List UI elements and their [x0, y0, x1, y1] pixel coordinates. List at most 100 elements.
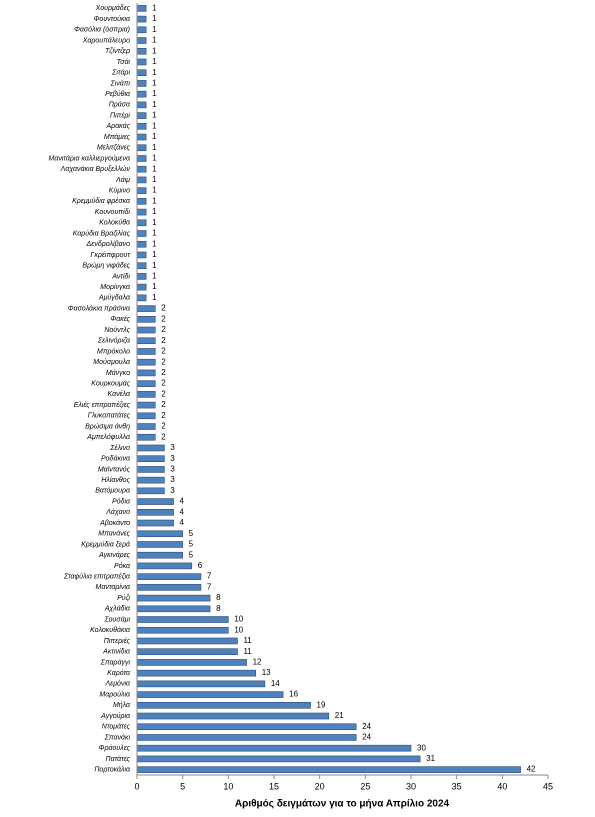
x-tick-label: 45	[543, 781, 553, 791]
bar	[136, 283, 147, 291]
y-tick-label: Φουντούκια	[94, 15, 131, 23]
value-label: 3	[170, 486, 175, 495]
x-axis-title: Αριθμός δειγμάτων για το μήνα Απρίλιο 20…	[235, 799, 450, 810]
value-label: 24	[362, 722, 371, 731]
bar	[136, 326, 156, 334]
y-tick-label: Σελινόριζα	[97, 337, 131, 345]
y-tick-label: Βατόμουρα	[95, 487, 131, 495]
value-label: 1	[152, 25, 157, 34]
value-label: 8	[216, 593, 221, 602]
value-label: 1	[152, 79, 157, 88]
value-label: 42	[527, 765, 536, 774]
y-tick-label: Μπρόκολο	[97, 347, 130, 355]
bar	[136, 509, 174, 516]
bar	[136, 305, 156, 312]
y-tick-label: Μανιτάρια καλλιεργούμενα	[49, 154, 131, 162]
value-label: 2	[161, 357, 166, 366]
y-tick-label: Χαρουπάλευρο	[82, 36, 130, 44]
y-tick-label: Καρύδια Βραζιλίας	[73, 229, 131, 237]
bar	[136, 316, 156, 323]
value-label: 3	[170, 454, 175, 463]
value-label: 2	[161, 336, 166, 345]
y-tick-label: Μαϊντανός	[98, 465, 131, 473]
bar	[136, 648, 238, 655]
bar	[136, 155, 147, 162]
value-label: 8	[216, 604, 221, 613]
value-label: 10	[234, 615, 243, 624]
value-label: 16	[289, 690, 298, 699]
y-tick-label: Ρεβύθια	[105, 90, 131, 98]
value-label: 7	[207, 582, 212, 591]
value-label: 1	[152, 282, 157, 291]
y-tick-label: Σουσάμι	[103, 615, 130, 623]
y-tick-label: Σιτάρι	[111, 69, 130, 77]
value-label: 2	[161, 432, 166, 441]
value-label: 1	[152, 121, 157, 130]
bar	[136, 744, 412, 752]
bar	[136, 455, 165, 462]
y-tick-label: Κουνουπίδι	[95, 208, 131, 216]
value-label: 24	[362, 733, 371, 742]
y-tick-label: Κολοκύθα	[99, 219, 131, 227]
bar	[136, 251, 147, 259]
y-tick-label: Τζίντζερ	[105, 47, 130, 55]
y-tick-label: Αχλάδια	[104, 605, 131, 613]
bar	[136, 712, 330, 720]
bar	[136, 541, 183, 548]
value-label: 2	[161, 400, 166, 409]
bar	[136, 444, 165, 452]
bar	[136, 401, 156, 409]
value-label: 1	[152, 186, 157, 195]
y-tick-label: Δενδρολίβανο	[86, 240, 131, 248]
bar	[136, 691, 284, 698]
bar	[136, 423, 156, 430]
y-tick-label: Μελιτζάνες	[97, 144, 131, 152]
bar	[136, 369, 156, 377]
y-tick-label: Μπάμιες	[104, 133, 131, 141]
bar	[136, 112, 147, 119]
bar	[136, 573, 202, 580]
y-tick-label: Αμύγδαλα	[98, 294, 131, 302]
x-tick-label: 25	[360, 781, 370, 791]
y-tick-label: Χουρμάδες	[95, 4, 131, 12]
bar	[136, 605, 211, 613]
y-tick-label: Ρόδια	[112, 497, 131, 505]
y-tick-label: Βρώσιμα άνθη	[85, 422, 130, 430]
y-tick-label: Νούντλς	[104, 326, 130, 334]
y-tick-label: Πατάτες	[106, 755, 131, 763]
y-tick-label: Μαρούλια	[99, 690, 131, 698]
y-tick-label: Κουρκουμάς	[91, 379, 130, 387]
bar	[136, 337, 156, 345]
y-tick-label: Αγγούρια	[100, 712, 131, 720]
value-label: 2	[161, 379, 166, 388]
bar	[136, 530, 183, 538]
y-tick-label: Μάνγκο	[106, 369, 130, 377]
y-tick-label: Ροδάκινα	[101, 455, 131, 463]
y-tick-label: Κρεμμύδια ξερά	[81, 540, 131, 548]
value-label: 1	[152, 293, 157, 302]
value-label: 1	[152, 111, 157, 120]
value-label: 1	[152, 3, 157, 12]
bar	[136, 123, 147, 130]
value-label: 13	[262, 668, 271, 677]
y-tick-label: Φασολάκια πράσινα	[68, 304, 131, 312]
bar	[136, 680, 266, 688]
y-tick-label: Αγκινάρες	[98, 551, 130, 559]
bar	[136, 37, 147, 44]
y-tick-label: Ελιές επιτραπέζιες	[74, 401, 131, 409]
bar	[136, 348, 156, 355]
y-tick-label: Βρώμη νιφάδες	[82, 262, 130, 270]
bar	[136, 198, 147, 205]
value-label: 4	[180, 518, 185, 527]
bar	[136, 101, 147, 109]
bar	[136, 391, 156, 398]
bar	[136, 240, 147, 248]
x-tick-label: 35	[452, 781, 462, 791]
y-tick-label: Μήλα	[113, 702, 131, 709]
value-label: 11	[243, 647, 252, 656]
y-tick-label: Κανέλα	[108, 390, 131, 398]
y-tick-label: Ακτινίδια	[102, 648, 131, 656]
bar	[136, 755, 421, 763]
x-tick-label: 5	[180, 781, 185, 791]
